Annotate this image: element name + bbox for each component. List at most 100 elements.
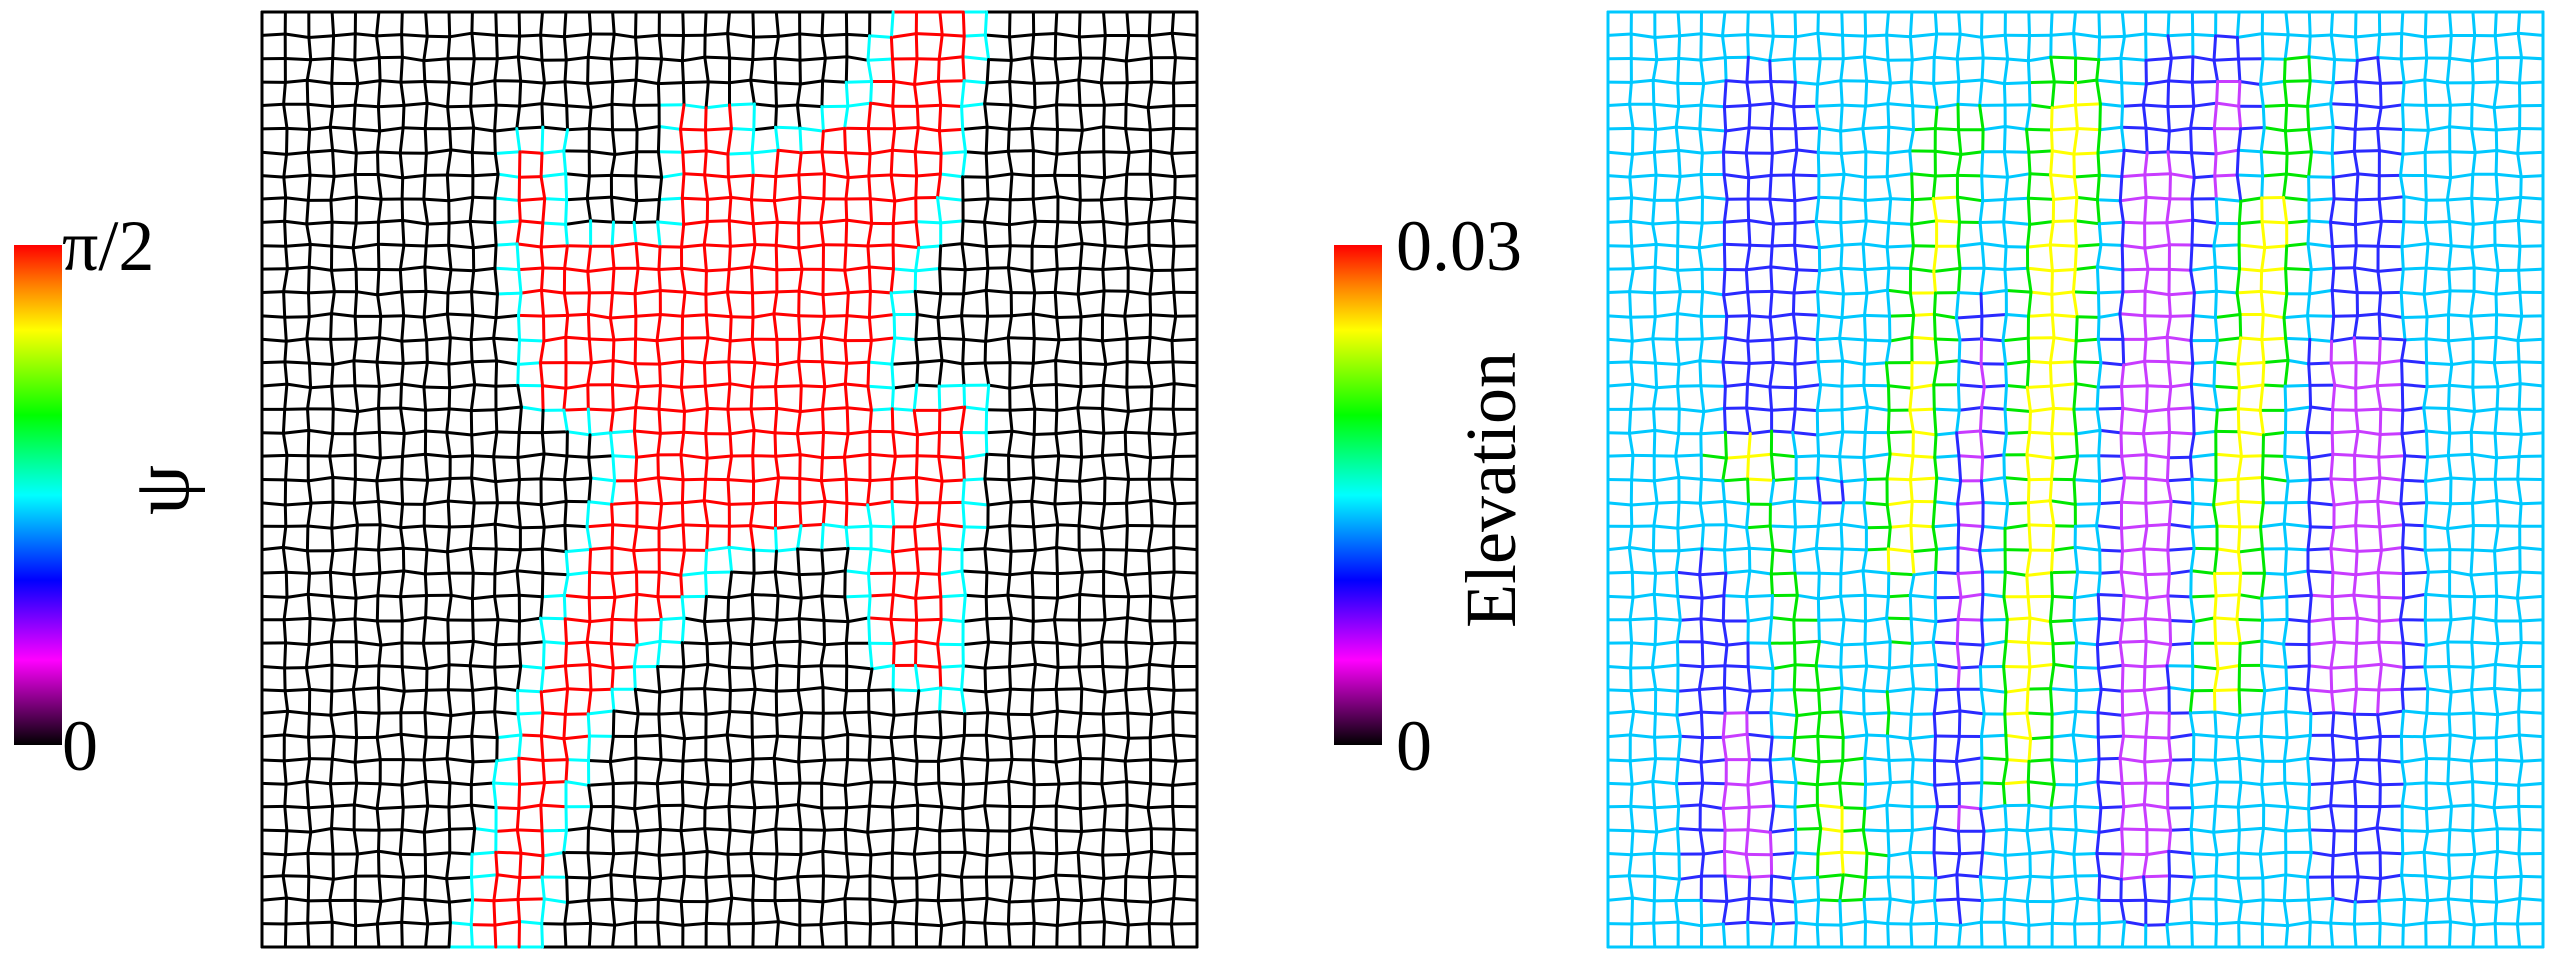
left-mesh-edge xyxy=(913,83,919,108)
right-mesh-edge xyxy=(1839,664,1869,669)
left-mesh-edge xyxy=(1125,548,1150,553)
left-mesh-edge xyxy=(843,361,849,386)
right-mesh-edge xyxy=(2074,102,2102,107)
right-mesh-edge xyxy=(1721,360,1751,365)
right-mesh-edge xyxy=(2072,32,2102,39)
left-mesh-edge xyxy=(470,711,476,738)
right-mesh-edge xyxy=(1746,338,1775,343)
left-mesh-edge xyxy=(749,852,756,878)
left-mesh-edge xyxy=(399,502,405,530)
left-mesh-edge xyxy=(353,760,359,785)
right-mesh-edge xyxy=(2118,312,2147,318)
left-mesh-edge xyxy=(1008,524,1036,529)
left-mesh-edge xyxy=(609,153,617,177)
right-mesh-edge xyxy=(1864,477,1889,481)
left-mesh-edge xyxy=(749,265,754,295)
right-mesh-edge xyxy=(2402,709,2429,715)
right-mesh-edge xyxy=(1816,594,1843,601)
left-mesh-edge xyxy=(750,687,757,715)
left-mesh-edge xyxy=(959,850,967,879)
left-mesh-edge xyxy=(727,195,733,223)
left-mesh-edge xyxy=(306,524,334,530)
left-mesh-edge xyxy=(775,406,802,414)
right-mesh-edge xyxy=(2330,779,2357,785)
left-mesh-edge xyxy=(422,360,429,389)
left-mesh-edge xyxy=(447,571,453,597)
left-mesh-edge xyxy=(1102,102,1128,107)
left-mesh-edge xyxy=(307,735,312,761)
left-mesh-edge xyxy=(867,174,872,201)
left-mesh-edge xyxy=(749,830,755,855)
left-mesh-edge xyxy=(1031,735,1036,762)
left-mesh-edge xyxy=(1124,688,1130,715)
right-mesh-edge xyxy=(2167,267,2193,272)
left-mesh-edge xyxy=(354,594,380,600)
left-mesh-edge xyxy=(609,173,638,178)
left-mesh-edge xyxy=(1101,828,1106,857)
left-mesh-edge xyxy=(1031,687,1058,692)
right-mesh-edge xyxy=(2213,313,2242,319)
left-mesh-edge xyxy=(774,453,802,458)
left-mesh-edge xyxy=(658,639,684,645)
left-mesh-edge xyxy=(868,289,893,295)
left-mesh-edge xyxy=(307,428,335,436)
left-mesh-edge xyxy=(377,874,406,879)
left-mesh-edge xyxy=(306,571,312,596)
left-mesh-edge xyxy=(539,711,545,738)
left-mesh-edge xyxy=(1080,125,1106,132)
left-mesh-edge xyxy=(889,617,896,645)
left-mesh-edge xyxy=(1147,34,1153,60)
right-mesh-edge xyxy=(1911,454,1937,459)
left-mesh-edge xyxy=(774,782,780,809)
right-mesh-edge xyxy=(1887,664,1913,670)
right-mesh-edge xyxy=(2001,336,2030,343)
right-mesh-edge xyxy=(2308,477,2333,482)
left-mesh-edge xyxy=(353,151,358,176)
left-mesh-edge xyxy=(611,78,638,84)
left-mesh-edge xyxy=(726,152,730,179)
left-mesh-edge xyxy=(332,32,357,38)
left-mesh-edge xyxy=(611,523,639,528)
left-mesh-edge xyxy=(797,596,803,621)
left-mesh-edge xyxy=(585,523,615,529)
left-mesh-edge xyxy=(354,150,379,155)
left-mesh-edge xyxy=(1101,665,1107,694)
right-mesh-edge xyxy=(1934,617,1960,624)
left-mesh-edge xyxy=(1123,899,1130,927)
right-mesh-edge xyxy=(1956,383,1986,389)
left-mesh-edge xyxy=(1172,244,1199,248)
left-mesh-edge xyxy=(866,127,872,156)
left-mesh-edge xyxy=(540,288,545,318)
left-mesh-edge xyxy=(655,758,663,786)
right-mesh-edge xyxy=(2285,219,2311,225)
left-mesh-edge xyxy=(679,453,685,482)
left-mesh-edge xyxy=(493,79,498,107)
right-mesh-edge xyxy=(1885,803,1914,809)
left-mesh-edge xyxy=(821,732,850,740)
left-mesh-edge xyxy=(493,127,519,133)
left-mesh-edge xyxy=(564,55,590,62)
left-mesh-edge xyxy=(307,242,312,269)
left-mesh-edge xyxy=(866,34,872,62)
left-mesh-edge xyxy=(586,361,593,387)
left-mesh-edge xyxy=(798,501,803,528)
left-mesh-edge xyxy=(1124,102,1150,110)
right-mesh-edge xyxy=(2495,499,2523,506)
left-mesh-edge xyxy=(541,711,567,716)
left-mesh-edge xyxy=(914,618,919,643)
left-mesh-edge xyxy=(725,290,754,295)
left-mesh-edge xyxy=(332,617,357,622)
left-mesh-edge xyxy=(961,10,966,38)
left-mesh-edge xyxy=(681,921,708,927)
left-mesh-edge xyxy=(400,197,405,222)
right-mesh-edge xyxy=(1653,312,1679,319)
left-mesh-edge xyxy=(284,896,288,926)
left-mesh-edge xyxy=(331,407,360,414)
left-mesh-edge xyxy=(493,221,498,247)
right-mesh-edge xyxy=(1981,198,2007,203)
left-mesh-edge xyxy=(913,126,920,154)
left-mesh-edge xyxy=(400,455,404,481)
right-mesh-edge xyxy=(2121,547,2146,553)
left-mesh-edge xyxy=(1032,407,1037,436)
left-mesh-edge xyxy=(539,595,544,620)
